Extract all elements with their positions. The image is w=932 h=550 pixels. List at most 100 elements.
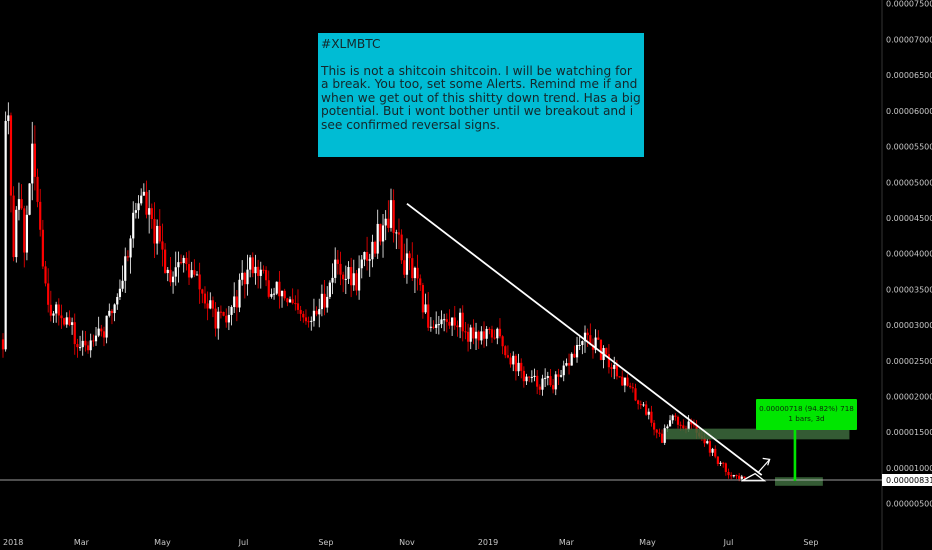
candle-body: [544, 377, 547, 379]
candle-body: [538, 386, 541, 390]
candle-body: [403, 260, 406, 275]
candle-body: [639, 404, 642, 406]
candle-body: [156, 225, 159, 244]
candle-body: [358, 268, 361, 291]
annotation-title: #XLMBTC: [321, 37, 381, 51]
candle-body: [166, 269, 169, 274]
candle-body: [730, 475, 733, 477]
candle-body: [68, 317, 71, 325]
candle-body: [81, 340, 84, 348]
x-tick-label: 2018: [3, 538, 23, 547]
candle-body: [20, 199, 23, 209]
candle-body: [264, 270, 268, 281]
candle-body: [400, 234, 403, 261]
candle-body: [360, 259, 363, 269]
candle-body: [724, 463, 727, 472]
candle-body: [132, 212, 135, 239]
candle-body: [453, 317, 456, 326]
candle-body: [607, 354, 611, 368]
candle-body: [597, 337, 600, 340]
candle-body: [25, 214, 29, 253]
candle-body: [408, 253, 411, 259]
candle-body: [310, 320, 313, 322]
candle-body: [440, 319, 443, 325]
breakout-arrow-head: [762, 457, 771, 466]
candle-body: [89, 340, 92, 351]
candle-body: [355, 273, 358, 291]
candle-body: [65, 317, 68, 325]
candle-body: [392, 200, 395, 233]
candle-body: [219, 311, 223, 313]
candle-body: [185, 257, 188, 265]
candle-body: [1, 339, 5, 350]
candle-body: [658, 432, 661, 434]
candle-body: [660, 433, 664, 443]
candle-body: [376, 223, 379, 254]
candle-body: [703, 437, 706, 444]
candle-body: [480, 331, 483, 341]
candle-body: [187, 264, 191, 278]
candle-body: [567, 363, 571, 366]
candle-body: [320, 293, 324, 310]
candle-body: [626, 377, 629, 386]
candle-body: [605, 348, 608, 355]
candle-body: [241, 272, 244, 280]
candle-body: [195, 274, 199, 276]
candle-body: [270, 293, 273, 297]
y-tick-label: 0.00005000: [886, 178, 932, 187]
candle-body: [554, 374, 557, 390]
candle-body: [528, 376, 531, 378]
candle-body: [275, 281, 278, 294]
measure-label-line1: 0.00000718 (94.82%) 718: [759, 404, 854, 413]
candle-body: [257, 266, 260, 276]
candle-body: [94, 335, 98, 342]
candle-body: [722, 462, 725, 464]
x-tick-label: Jul: [238, 538, 249, 547]
candle-body: [158, 225, 161, 242]
candle-body: [466, 331, 470, 342]
candle-body: [432, 326, 435, 328]
candle-body: [278, 281, 281, 297]
candle-body: [304, 317, 308, 322]
candle-body: [711, 448, 714, 453]
annotation-note[interactable]: #XLMBTC This is not a shitcoin shitcoin.…: [318, 33, 644, 157]
candle-body: [347, 267, 350, 279]
candle-body: [716, 456, 719, 464]
candle-body: [461, 312, 464, 332]
candle-body: [100, 328, 103, 332]
candle-body: [312, 310, 316, 321]
candle-body: [706, 441, 709, 444]
x-tick-label: 2019: [478, 538, 498, 547]
candle-body: [70, 322, 74, 325]
candle-body: [142, 191, 145, 196]
candle-body: [150, 208, 153, 220]
candle-body: [477, 331, 480, 341]
candle-body: [509, 357, 512, 365]
candle-body: [490, 329, 494, 338]
candle-body: [732, 475, 735, 477]
candle-body: [193, 270, 196, 275]
candle-body: [517, 362, 520, 372]
candle-body: [397, 232, 401, 235]
y-tick-label: 0.00003000: [886, 321, 932, 330]
x-tick-label: Sep: [803, 538, 818, 547]
candle-body: [387, 218, 390, 228]
candle-body: [225, 315, 228, 323]
candle-body: [49, 304, 52, 316]
breakout-arrow: [757, 458, 771, 474]
candle-body: [581, 341, 584, 345]
candle-body: [514, 355, 518, 372]
candle-body: [533, 375, 536, 377]
candle-body: [679, 424, 682, 426]
candle-body: [559, 375, 563, 377]
candle-body: [23, 208, 26, 253]
y-tick-label: 0.00000500: [886, 500, 932, 509]
candle-body: [39, 201, 42, 230]
candle-body: [214, 308, 217, 329]
y-tick-label: 0.00004500: [886, 214, 932, 223]
candle-body: [427, 304, 430, 328]
candle-body: [562, 365, 565, 376]
candle-body: [267, 280, 270, 297]
